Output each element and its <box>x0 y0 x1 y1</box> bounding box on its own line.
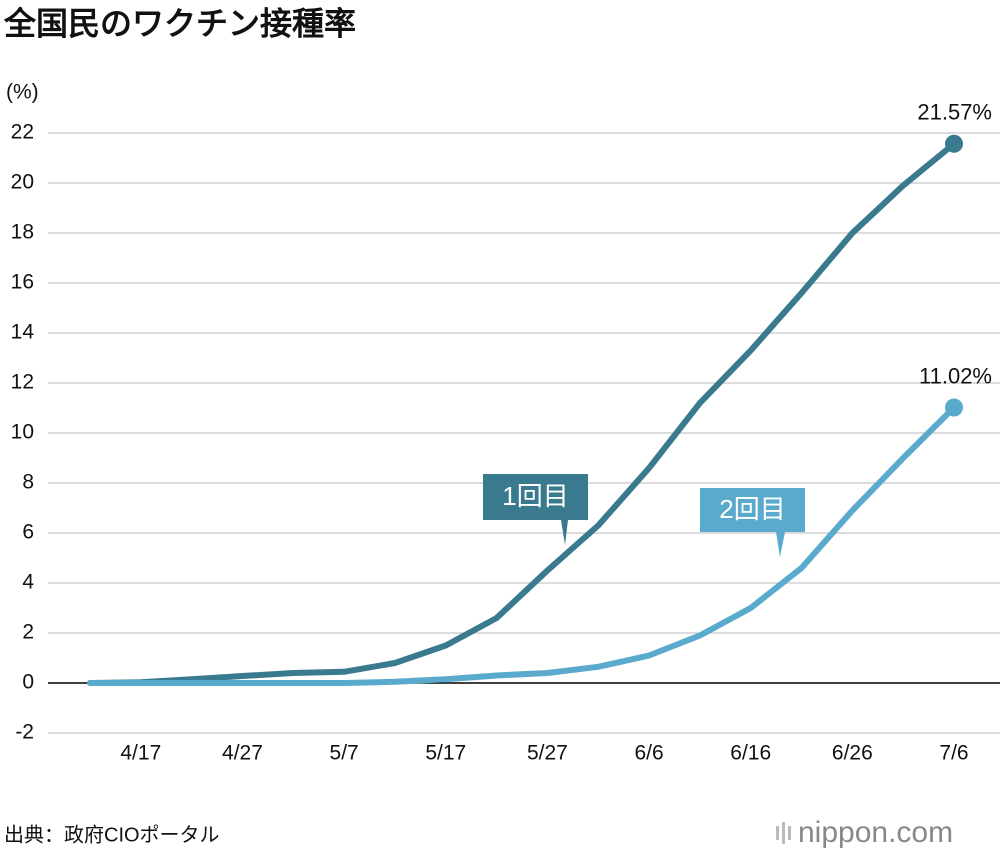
y-tick-label: 14 <box>11 321 35 344</box>
brand-icon <box>776 822 791 844</box>
y-tick-label: 12 <box>11 371 34 394</box>
x-tick-label: 6/6 <box>634 742 663 765</box>
x-tick-label: 6/26 <box>832 742 873 765</box>
y-tick-label: 8 <box>22 471 34 494</box>
value-label: 11.02% <box>919 363 992 388</box>
end-point <box>945 134 963 153</box>
callout-box <box>700 488 805 557</box>
legend-label: 2回目 <box>719 494 785 524</box>
source: 出典：政府CIOポータル <box>4 823 220 846</box>
y-axis-label: (%) <box>6 81 39 104</box>
x-tick-label: 4/17 <box>120 742 161 765</box>
chart-title: 全国民のワクチン接種率 <box>3 5 356 41</box>
y-tick-label: 20 <box>11 171 34 194</box>
x-tick-label: 6/16 <box>730 742 771 765</box>
brand: nippon.com <box>798 816 953 849</box>
y-tick-label: 0 <box>22 671 34 694</box>
y-tick-label: 16 <box>11 271 34 294</box>
y-tick-label: 6 <box>22 521 34 544</box>
x-tick-label: 5/17 <box>425 742 466 765</box>
y-tick-label: 4 <box>22 571 34 594</box>
y-tick-label: 2 <box>22 621 34 644</box>
y-tick-label: 22 <box>11 121 34 144</box>
value-label: 21.57% <box>917 100 992 125</box>
x-tick-label: 5/27 <box>527 742 568 765</box>
series-line <box>87 404 957 686</box>
end-point <box>945 398 963 417</box>
series-line <box>87 140 957 686</box>
x-tick-label: 5/7 <box>330 742 359 765</box>
x-tick-label: 7/6 <box>939 742 968 765</box>
y-tick-label: 18 <box>11 221 34 244</box>
y-tick-label: -2 <box>15 721 34 744</box>
x-tick-label: 4/27 <box>222 742 263 765</box>
callout-box <box>483 474 588 545</box>
legend-label: 1回目 <box>502 481 568 511</box>
y-tick-label: 10 <box>11 421 34 444</box>
